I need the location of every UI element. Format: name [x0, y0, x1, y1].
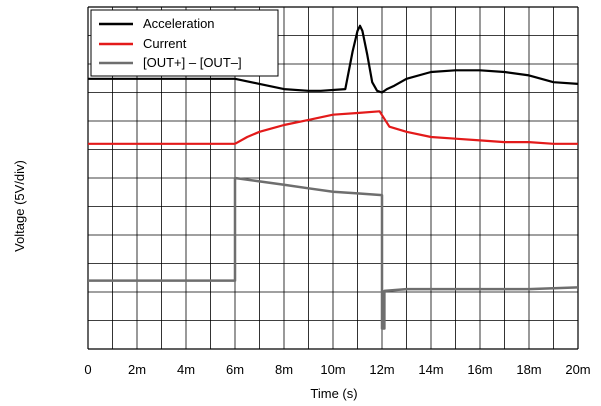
- x-tick-label: 16m: [467, 362, 492, 377]
- legend-label-acceleration: Acceleration: [143, 16, 215, 31]
- x-tick-label: 2m: [128, 362, 146, 377]
- chart-series-layer: [88, 24, 579, 330]
- series-line-current: [88, 110, 578, 145]
- legend-label-current: Current: [143, 36, 187, 51]
- x-tick-label: 12m: [369, 362, 394, 377]
- x-tick-label: 0: [84, 362, 91, 377]
- x-axis-title: Time (s): [310, 386, 357, 401]
- x-tick-labels: 0 2m 4m 6m 8m 10m 12m 14m 16m 18m 20m: [84, 362, 590, 377]
- x-tick-label: 14m: [418, 362, 443, 377]
- y-axis-title: Voltage (5V/div): [12, 160, 27, 252]
- x-tick-label: 20m: [565, 362, 590, 377]
- chart-legend: Acceleration Current [OUT+] – [OUT–]: [90, 9, 279, 77]
- x-tick-label: 10m: [320, 362, 345, 377]
- x-tick-label: 8m: [275, 362, 293, 377]
- x-tick-label: 6m: [226, 362, 244, 377]
- x-tick-label: 4m: [177, 362, 195, 377]
- series-line-acceleration: [88, 24, 579, 94]
- series-line-out-diff: [88, 176, 579, 330]
- x-tick-label: 18m: [516, 362, 541, 377]
- legend-label-out-diff: [OUT+] – [OUT–]: [143, 55, 242, 70]
